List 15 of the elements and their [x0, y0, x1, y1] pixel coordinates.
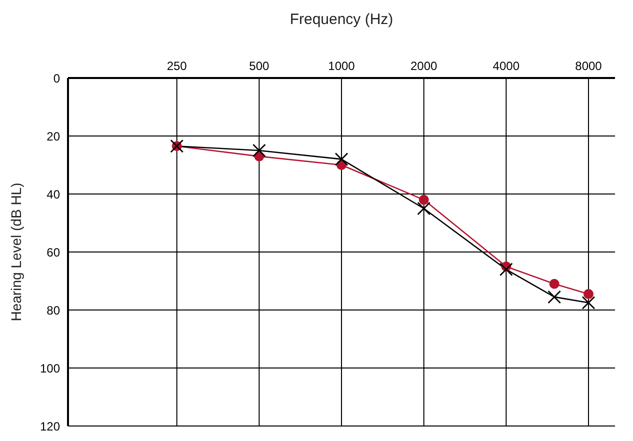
- y-axis-title: Hearing Level (dB HL): [8, 182, 24, 322]
- x-axis-title: Frequency (Hz): [290, 11, 394, 28]
- y-tick-label: 80: [46, 303, 60, 318]
- x-tick-label: 1000: [328, 59, 356, 73]
- y-tick-label: 120: [40, 419, 60, 434]
- y-tick-label: 40: [46, 187, 60, 202]
- x-tick-label: 250: [166, 59, 188, 73]
- y-tick-label: 20: [46, 129, 60, 144]
- x-tick-label: 4000: [492, 59, 520, 73]
- y-tick-label: 60: [46, 245, 60, 260]
- y-tick-label: 0: [53, 71, 60, 86]
- x-tick-label: 8000: [575, 59, 602, 73]
- y-tick-label: 100: [40, 361, 60, 376]
- x-tick-label: 2000: [410, 59, 438, 73]
- x-tick-label: 500: [249, 59, 270, 73]
